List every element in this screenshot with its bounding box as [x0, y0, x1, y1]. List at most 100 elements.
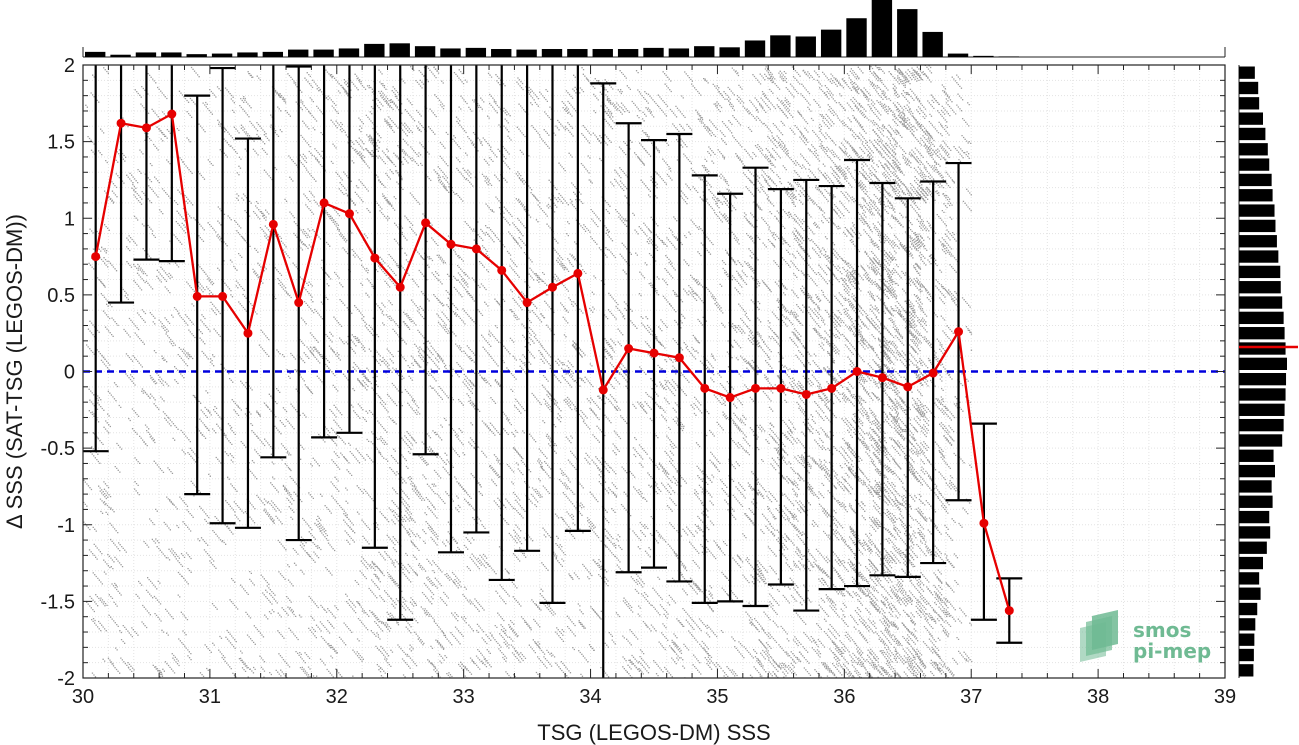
right-histogram-bar: [1239, 97, 1260, 110]
x-axis-title: TSG (LEGOS-DM) SSS: [537, 720, 770, 745]
mean-point: [192, 291, 202, 301]
x-tick-label: 33: [453, 686, 475, 708]
right-histogram-bar: [1239, 158, 1270, 171]
mean-point: [674, 353, 684, 363]
top-histogram-bar: [414, 46, 436, 57]
right-histogram-bar: [1239, 250, 1279, 263]
right-histogram-bar: [1239, 664, 1254, 677]
y-tick-label: 2: [64, 55, 75, 77]
top-histogram-bar: [871, 0, 893, 57]
y-tick-label: -0.5: [41, 438, 75, 460]
mean-point: [852, 367, 862, 376]
right-histogram-bar: [1239, 541, 1267, 554]
right-histogram-bar: [1239, 127, 1266, 141]
mean-point: [446, 239, 456, 249]
right-histogram-bar: [1239, 219, 1276, 233]
mean-point: [598, 385, 608, 395]
mean-point: [268, 219, 278, 229]
right-histogram-bar: [1239, 143, 1268, 156]
scatter-point-cloud: [83, 64, 973, 679]
logo-text-line2: pi-mep: [1133, 639, 1211, 663]
right-histogram-bar: [1239, 189, 1273, 202]
right-histogram-bar: [1239, 173, 1272, 187]
right-histogram-bar: [1239, 357, 1287, 370]
x-tick-label: 34: [579, 686, 601, 708]
mean-point: [116, 118, 126, 128]
top-histogram-bar: [567, 49, 588, 57]
right-histogram-bar: [1239, 66, 1255, 79]
y-tick-label: -2: [57, 668, 75, 690]
mean-point: [547, 282, 557, 292]
right-histogram-bar: [1239, 510, 1270, 524]
mean-point: [928, 368, 938, 378]
top-histogram-bar: [440, 48, 461, 57]
logo-layer-shape: [1092, 610, 1118, 650]
top-histogram-bar: [694, 46, 715, 57]
mean-point: [471, 244, 481, 254]
mean-point: [827, 383, 837, 393]
top-histogram-bar: [211, 53, 233, 57]
right-histogram-bar: [1239, 342, 1286, 355]
top-histogram-bar: [237, 52, 258, 57]
right-histogram-bar: [1239, 449, 1274, 462]
x-tick-label: 30: [72, 686, 94, 708]
mean-point: [294, 298, 304, 308]
top-histogram-bar: [338, 48, 360, 57]
mean-point: [877, 373, 887, 383]
y-tick-label: 0: [64, 362, 75, 384]
right-histogram-bar: [1239, 556, 1263, 570]
mean-point: [243, 328, 253, 338]
top-histogram-bar: [973, 55, 994, 57]
mean-point: [218, 291, 228, 301]
axis-ticks: [82, 64, 1226, 679]
top-histogram-bar: [998, 56, 1019, 57]
top-histogram-bar: [820, 29, 842, 57]
top-histogram-bar: [161, 52, 182, 57]
right-histogram-bar: [1239, 373, 1287, 386]
right-histogram-bar: [1239, 388, 1286, 401]
mean-point: [801, 389, 811, 399]
mean-point: [954, 327, 964, 337]
right-histogram-bar: [1239, 602, 1258, 616]
right-histogram-bar: [1239, 403, 1285, 416]
mean-point: [319, 198, 329, 208]
right-histogram-bar: [1239, 618, 1256, 631]
right-histogram-bar: [1239, 495, 1273, 508]
mean-point: [979, 518, 989, 528]
top-histogram-bar: [846, 18, 867, 58]
mean-point: [725, 393, 735, 403]
top-histogram-bar: [592, 49, 613, 57]
right-histogram-bar: [1239, 81, 1259, 95]
x-tick-label: 39: [1214, 686, 1236, 708]
right-histogram-bar: [1239, 633, 1255, 646]
mean-point: [395, 282, 405, 292]
mean-point: [421, 218, 431, 228]
top-histogram-bar: [491, 49, 512, 57]
right-histogram-bar: [1239, 464, 1275, 478]
top-histogram-bar: [541, 49, 563, 57]
scatter-points: [83, 64, 973, 679]
right-histogram-bar: [1239, 281, 1281, 294]
top-histogram-bar: [795, 36, 816, 57]
top-histogram-bar: [668, 48, 690, 57]
mean-point: [497, 265, 507, 275]
y-tick-label: -1: [57, 515, 75, 537]
x-tick-label: 36: [833, 686, 855, 708]
right-histogram-bar: [1239, 572, 1260, 585]
top-histogram-bar: [465, 47, 487, 57]
top-histogram-bar: [516, 49, 537, 57]
right-histogram-bar: [1239, 526, 1271, 539]
x-tick-label: 35: [706, 686, 728, 708]
mean-point: [1004, 606, 1014, 616]
right-histogram-bar: [1239, 112, 1263, 125]
mean-point: [344, 209, 354, 219]
right-histogram-bar: [1239, 311, 1284, 325]
y-tick-label: -1.5: [41, 591, 75, 613]
x-tick-label: 37: [960, 686, 982, 708]
right-histogram-bar: [1239, 434, 1283, 447]
right-histogram-bar: [1239, 587, 1261, 600]
right-histogram-bar: [1239, 327, 1285, 340]
top-histogram-bar: [262, 51, 284, 57]
mean-point: [903, 382, 913, 392]
